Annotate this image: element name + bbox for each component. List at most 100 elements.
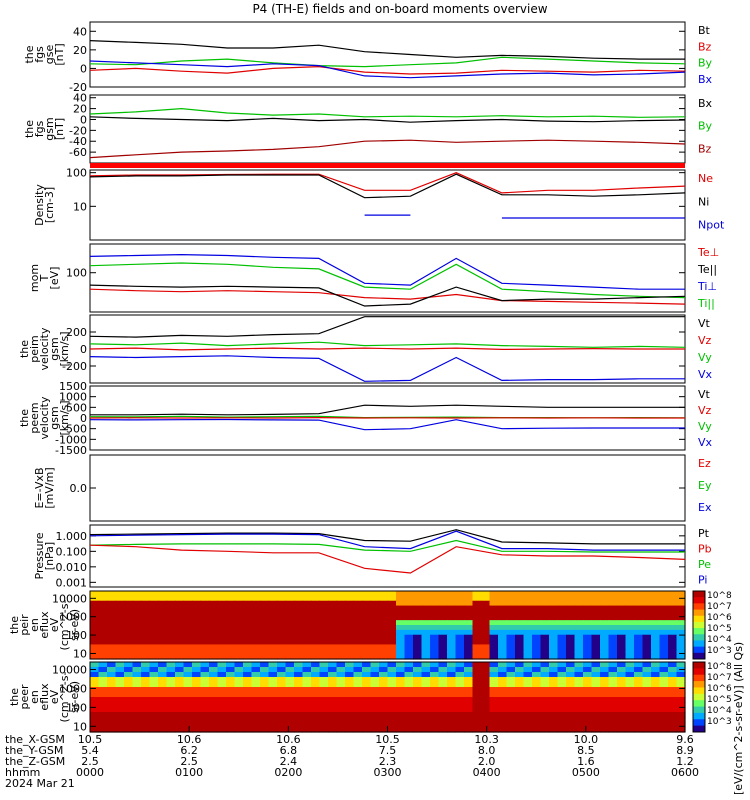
heatmap-cell <box>124 717 134 723</box>
heatmap-cell <box>379 625 389 631</box>
heatmap-cell <box>243 692 253 698</box>
heatmap-cell <box>574 615 584 621</box>
heatmap-cell <box>430 629 440 636</box>
y-tick-label: 1000 <box>59 391 87 404</box>
heatmap-cell <box>387 717 397 723</box>
heatmap-cell <box>396 600 406 607</box>
legend-entry: Ne <box>698 172 713 185</box>
heatmap-cell <box>413 682 423 688</box>
heatmap-cell <box>532 644 542 650</box>
heatmap-cell <box>226 591 236 597</box>
heatmap-cell <box>166 610 176 616</box>
heatmap-cell <box>192 591 202 597</box>
heatmap-cell <box>107 625 117 631</box>
x-axis-value: 10.5 <box>78 733 103 746</box>
heatmap-cell <box>617 702 627 708</box>
heatmap-cell <box>438 677 448 683</box>
heatmap-cell <box>115 717 125 723</box>
heatmap-cell <box>549 620 559 626</box>
heatmap-cell <box>625 649 635 655</box>
heatmap-cell <box>498 717 508 723</box>
heatmap-cell <box>489 682 499 688</box>
heatmap-cell <box>192 600 202 607</box>
heatmap-cell <box>464 682 474 688</box>
heatmap-cell <box>651 600 661 607</box>
heatmap-cell <box>124 600 134 607</box>
colorbar-segment <box>693 662 705 669</box>
heatmap-cell <box>311 707 321 713</box>
y-axis-label-line: peim <box>28 335 41 363</box>
heatmap-cell <box>574 662 584 668</box>
heatmap-cell <box>166 625 176 631</box>
heatmap-cell <box>668 697 678 703</box>
heatmap-cell <box>430 672 440 678</box>
heatmap-cell <box>557 625 567 631</box>
heatmap-cell <box>532 625 542 631</box>
heatmap-cell <box>506 702 516 708</box>
heatmap-cell <box>217 677 227 683</box>
heatmap-cell <box>549 629 559 636</box>
heatmap-cell <box>396 662 406 668</box>
heatmap-cell <box>387 644 397 650</box>
heatmap-cell <box>421 727 431 733</box>
heatmap-cell <box>591 672 601 678</box>
heatmap-cell <box>625 702 635 708</box>
heatmap-cell <box>464 620 474 626</box>
heatmap-cell <box>404 662 414 668</box>
heatmap-cell <box>132 591 142 597</box>
panel-frame <box>89 21 686 88</box>
heatmap-cell <box>583 625 593 631</box>
heatmap-cell <box>413 605 423 612</box>
heatmap-cell <box>370 595 380 602</box>
heatmap-cell <box>379 707 389 713</box>
heatmap-cell <box>532 654 542 660</box>
heatmap-cell <box>396 610 406 616</box>
heatmap-cell <box>260 727 270 733</box>
heatmap-cell <box>336 677 346 683</box>
heatmap-cell <box>498 600 508 607</box>
heatmap-cell <box>251 667 261 673</box>
heatmap-cell <box>506 692 516 698</box>
heatmap-cell <box>124 667 134 673</box>
heatmap-cell <box>370 615 380 621</box>
heatmap-cell <box>362 672 372 678</box>
heatmap-cell <box>498 639 508 646</box>
x-axis-value: 6.8 <box>280 744 298 757</box>
heatmap-cell <box>251 672 261 678</box>
heatmap-cell <box>345 677 355 683</box>
heatmap-cell <box>515 677 525 683</box>
heatmap-cell <box>566 667 576 673</box>
heatmap-cell <box>311 595 321 602</box>
heatmap-cell <box>557 615 567 621</box>
heatmap-cell <box>591 644 601 650</box>
heatmap-cell <box>149 662 159 668</box>
legend-entry: By <box>698 120 713 133</box>
heatmap-cell <box>149 692 159 698</box>
heatmap-cell <box>370 600 380 607</box>
heatmap-cell <box>591 600 601 607</box>
heatmap-cell <box>294 605 304 612</box>
heatmap-cell <box>200 644 210 650</box>
heatmap-cell <box>200 687 210 693</box>
heatmap-cell <box>583 672 593 678</box>
heatmap-cell <box>362 722 372 728</box>
heatmap-cell <box>345 620 355 626</box>
heatmap-cell <box>166 682 176 688</box>
heatmap-cell <box>141 717 151 723</box>
heatmap-cell <box>149 591 159 597</box>
heatmap-cell <box>192 682 202 688</box>
heatmap-cell <box>600 591 610 597</box>
heatmap-cell <box>617 692 627 698</box>
heatmap-cell <box>583 717 593 723</box>
heatmap-cell <box>234 620 244 626</box>
heatmap-cell <box>472 620 482 626</box>
heatmap-cell <box>557 687 567 693</box>
heatmap-cell <box>124 672 134 678</box>
y-axis-label-line: gsm <box>48 337 61 360</box>
panel-peer_eflux: 10000100010010thepeerenefluxeV(cm^2-s-sr… <box>8 661 686 733</box>
heatmap-cell <box>217 697 227 703</box>
heatmap-cell <box>574 722 584 728</box>
heatmap-cell <box>659 591 669 597</box>
heatmap-cell <box>676 697 686 703</box>
heatmap-cell <box>481 639 491 646</box>
